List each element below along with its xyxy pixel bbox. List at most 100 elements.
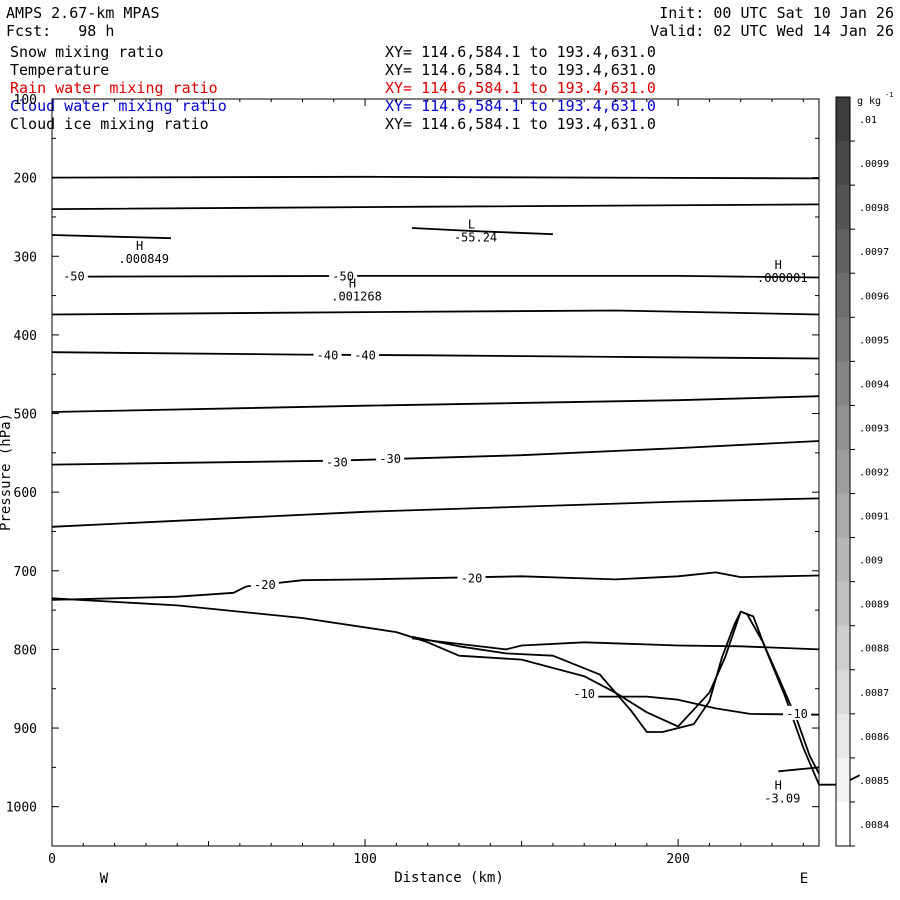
extremum-value: .001268: [331, 290, 382, 304]
extremum-value: .000849: [118, 252, 169, 266]
y-tick-label: 700: [14, 565, 37, 580]
y-tick-label: 1000: [6, 801, 37, 816]
extremum-mark: H: [136, 239, 143, 253]
contour-label-bg: [329, 268, 358, 283]
field-name-cloud-water: Cloud water mixing ratio: [10, 97, 227, 115]
temperature-contour: [411, 637, 820, 651]
extremum-value: -55.24: [454, 231, 497, 245]
field-xy-cloud-ice: XY= 114.6,584.1 to 193.4,631.0: [385, 115, 656, 133]
y-tick-label: 600: [14, 486, 37, 501]
colorbar-swatch: [836, 669, 850, 715]
colorbar-unit-exponent: -1: [885, 91, 893, 99]
colorbar-label: .0085: [859, 776, 889, 787]
colorbar-label: .0098: [859, 203, 889, 214]
temperature-contour: [51, 234, 172, 240]
colorbar-swatch: [836, 273, 850, 318]
temperature-contour: [51, 351, 820, 360]
temperature-contour: [51, 175, 820, 180]
temperature-contour: [51, 203, 820, 210]
contour-label: -30: [326, 455, 348, 469]
colorbar-label: .0095: [859, 335, 889, 346]
colorbar-label: .0088: [859, 644, 889, 655]
extremum-mark: H: [775, 258, 782, 272]
colorbar-swatch: [836, 97, 850, 142]
contour-label: -30: [379, 452, 401, 466]
field-name-snow: Snow mixing ratio: [10, 43, 164, 61]
field-xy-rain: XY= 114.6,584.1 to 193.4,631.0: [385, 79, 656, 97]
temperature-contour: [51, 571, 820, 601]
extremum-mark: H: [775, 778, 782, 792]
colorbar-swatch: [836, 625, 850, 671]
colorbar-swatch: [836, 317, 850, 362]
y-tick-label: 800: [14, 643, 37, 658]
colorbar-label: .0093: [859, 423, 889, 434]
colorbar-label: .0092: [859, 468, 889, 479]
temperature-contour: [584, 695, 820, 716]
contour-label-bg: [570, 686, 599, 701]
colorbar: g kg -1 .01 .0099 .0098 .0097 .0096 .0095 .009…: [835, 91, 893, 847]
y-axis-label: Pressure (hPa): [0, 413, 14, 531]
x-tick-label: 0: [48, 852, 56, 867]
x-axis-label: Distance (km): [394, 870, 504, 886]
contour-label-bg: [783, 705, 812, 720]
contour-label: -20: [254, 578, 276, 592]
colorbar-swatch: [836, 713, 850, 759]
colorbar-label: .0097: [859, 247, 889, 258]
y-tick-label: 300: [14, 250, 37, 265]
contour-label-bg: [250, 576, 279, 591]
field-xy-cloud-water: XY= 114.6,584.1 to 193.4,631.0: [385, 97, 656, 115]
field-xy-snow: XY= 114.6,584.1 to 193.4,631.0: [385, 43, 656, 61]
x-tick-label: 100: [353, 852, 376, 867]
field-name-temperature: Temperature: [10, 61, 110, 79]
colorbar-swatch: [836, 537, 850, 583]
contour-label-bg: [351, 347, 380, 362]
colorbar-swatch: [836, 405, 850, 450]
terrain-contour: [51, 597, 820, 775]
west-direction-label: W: [100, 871, 109, 887]
temperature-contour: [51, 395, 820, 413]
temperature-contour: [411, 227, 553, 236]
extremum-mark: H: [349, 277, 356, 291]
y-tick-label: 400: [14, 329, 37, 344]
colorbar-label: .0091: [859, 512, 889, 523]
contour-label-bg: [59, 268, 88, 283]
contour-label: -50: [332, 270, 354, 284]
colorbar-swatch: [836, 493, 850, 539]
temperature-contour: [51, 440, 820, 466]
colorbar-swatch: [836, 757, 850, 803]
field-xy-temperature: XY= 114.6,584.1 to 193.4,631.0: [385, 61, 656, 79]
colorbar-label: .009: [859, 556, 883, 567]
temperature-contour: [61, 275, 820, 279]
colorbar-label: .01: [859, 115, 877, 126]
colorbar-label: .0096: [859, 291, 889, 302]
contour-label-bg: [313, 347, 342, 362]
colorbar-label: .0087: [859, 688, 889, 699]
contour-label: -20: [461, 572, 483, 586]
y-tick-label: 200: [14, 172, 37, 187]
contour-label: -50: [63, 270, 85, 284]
y-tick-label: 900: [14, 722, 37, 737]
colorbar-swatch: [836, 449, 850, 495]
colorbar-swatch: [836, 801, 850, 847]
x-tick-label: 200: [666, 852, 689, 867]
forecast-hour: Fcst: 98 h: [6, 22, 115, 40]
temperature-contour: [51, 497, 820, 528]
y-tick-label: 500: [14, 408, 37, 423]
temperature-contour: [51, 309, 820, 316]
model-title: AMPS 2.67-km MPAS: [6, 4, 160, 22]
contour-lines: [51, 175, 861, 786]
colorbar-swatch: [836, 361, 850, 406]
extremum-value: .000001: [757, 271, 808, 285]
contour-labels: -50 -50 -40 -40 -30 -30 -20 -20 -10 -10: [59, 268, 812, 721]
colorbar-label: .0086: [859, 732, 889, 743]
plot-frame: [51, 98, 820, 847]
colorbar-swatch: [836, 185, 850, 230]
contour-label-bg: [322, 454, 351, 469]
colorbar-label: .0089: [859, 600, 889, 611]
contour-label: -10: [786, 707, 808, 721]
extremum-value: -3.09: [764, 791, 800, 805]
colorbar-frame: [835, 96, 851, 847]
colorbar-swatch: [836, 141, 850, 186]
